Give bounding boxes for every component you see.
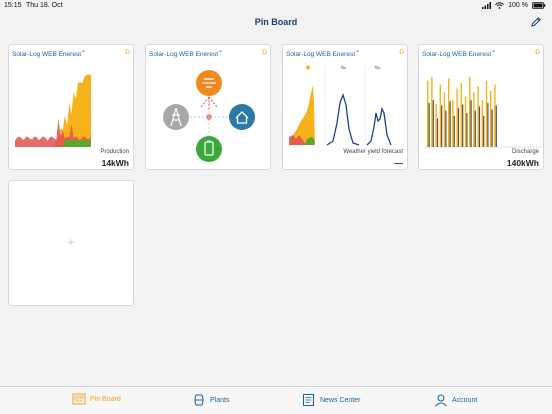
- discharge-secondary-bar: [436, 118, 439, 147]
- consumption-area: [15, 118, 91, 147]
- today-consumption-area: [289, 135, 307, 145]
- discharge-secondary-bar: [462, 104, 464, 147]
- discharge-card[interactable]: Solar-Log WEB Enerest™ D Discharge 140kW…: [418, 44, 544, 170]
- discharge-bar: [473, 92, 475, 147]
- plants-icon: [194, 394, 204, 406]
- card-title: Solar-Log WEB Enerest™: [12, 49, 86, 59]
- battery-node-icon: [196, 136, 222, 162]
- today-production-area: [289, 85, 315, 145]
- self-consumption-area: [15, 140, 91, 147]
- discharge-secondary-bar: [487, 102, 489, 147]
- discharge-bar: [494, 84, 496, 147]
- tab-label: Pin Board: [90, 395, 121, 403]
- tab-news-center[interactable]: News Center: [302, 393, 360, 407]
- partly-cloudy-icon: [340, 65, 347, 70]
- card-value: —: [394, 158, 404, 168]
- account-icon: [435, 394, 447, 407]
- status-date: Thu 18. Oct: [26, 2, 63, 9]
- discharge-secondary-bar: [491, 109, 493, 147]
- discharge-secondary-bar: [474, 110, 476, 147]
- page-title: Pin Board: [254, 17, 298, 27]
- pencil-icon[interactable]: [530, 16, 542, 28]
- discharge-bar: [456, 88, 458, 147]
- forecast-line-day2: [326, 92, 360, 146]
- forecast-line-day3: [366, 107, 392, 146]
- tab-account[interactable]: Account: [434, 393, 477, 407]
- energy-flow-diagram: [163, 70, 255, 162]
- add-tile-card[interactable]: +: [8, 180, 134, 306]
- discharge-secondary-bar: [466, 113, 468, 147]
- discharge-bar: [435, 104, 437, 147]
- tab-label: Plants: [210, 396, 230, 404]
- plus-icon[interactable]: +: [67, 235, 75, 249]
- status-indicators: 100 %: [482, 2, 546, 9]
- pinboard-icon: [72, 393, 86, 405]
- discharge-bar: [452, 100, 454, 147]
- discharge-bar: [481, 100, 483, 147]
- discharge-secondary-bar: [449, 101, 451, 147]
- discharge-secondary-bar: [445, 110, 447, 147]
- status-time: 15:15: [4, 2, 22, 9]
- discharge-bar: [431, 76, 433, 147]
- news-icon: [303, 394, 314, 406]
- card-period-tag: D: [125, 49, 130, 56]
- card-value: 14kWh: [101, 158, 129, 168]
- grid-node-icon: [163, 104, 189, 130]
- production-chart: [15, 74, 91, 147]
- discharge-bar: [439, 84, 441, 147]
- discharge-secondary-bar: [428, 102, 430, 147]
- discharge-bar: [443, 92, 446, 147]
- today-self-area: [305, 137, 315, 145]
- tab-plants[interactable]: Plants: [192, 393, 229, 407]
- card-period-tag: D: [535, 49, 540, 56]
- card-title: Solar-Log WEB Enerest™: [286, 49, 360, 59]
- energy-flow-card[interactable]: Solar-Log WEB Enerest™ D: [145, 44, 271, 170]
- production-area: [15, 74, 91, 147]
- discharge-secondary-bar: [441, 105, 443, 147]
- card-period-tag: D: [399, 49, 404, 56]
- card-label: Weather yield forecast: [343, 149, 403, 155]
- nav-bar: Pin Board: [0, 12, 552, 34]
- discharge-secondary-bar: [483, 115, 485, 147]
- discharge-bar: [477, 86, 479, 147]
- discharge-secondary-bar: [470, 100, 472, 147]
- partly-cloudy-icon: [374, 65, 381, 70]
- status-bar: 15:15 Thu 18. Oct 100 %: [0, 0, 552, 12]
- discharge-bar: [469, 76, 471, 147]
- card-label: Discharge: [511, 149, 539, 155]
- weather-forecast-card[interactable]: Solar-Log WEB Enerest™ D Weather yield f…: [282, 44, 408, 170]
- battery-percent: 100 %: [508, 2, 528, 9]
- tab-label: Account: [452, 396, 478, 404]
- discharge-secondary-bar: [453, 115, 455, 147]
- discharge-bar: [448, 78, 450, 147]
- card-title: Solar-Log WEB Enerest™: [422, 49, 496, 59]
- discharge-secondary-bar: [432, 100, 434, 147]
- discharge-secondary-bar: [478, 106, 481, 147]
- wifi-icon: [495, 2, 504, 9]
- discharge-chart: [425, 76, 541, 148]
- card-period-tag: D: [262, 49, 267, 56]
- tab-pin-board[interactable]: Pin Board: [72, 393, 121, 405]
- tab-label: News Center: [320, 396, 361, 404]
- solar-node-icon: [196, 70, 222, 96]
- house-node-icon: [229, 104, 255, 130]
- discharge-bar: [427, 80, 429, 147]
- weather-forecast-chart: [289, 65, 392, 146]
- discharge-bar: [485, 80, 488, 147]
- tab-bar: Pin Board Plants News Center Account: [0, 386, 552, 414]
- discharge-secondary-bar: [457, 108, 460, 147]
- card-value: 140kWh: [506, 158, 539, 168]
- discharge-bar: [464, 96, 467, 147]
- signal-icon: [482, 2, 492, 9]
- sun-icon: [306, 65, 310, 70]
- card-title: Solar-Log WEB Enerest™: [149, 49, 223, 59]
- discharge-bar: [490, 90, 492, 147]
- card-label: Production: [100, 149, 129, 155]
- production-card[interactable]: Solar-Log WEB Enerest™ D Production 14kW…: [8, 44, 134, 170]
- battery-icon: [532, 2, 546, 9]
- discharge-bar: [460, 83, 462, 147]
- discharge-secondary-bar: [495, 105, 497, 147]
